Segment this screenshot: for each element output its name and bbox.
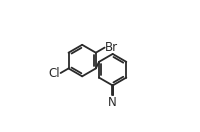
Text: N: N <box>108 96 117 109</box>
Text: Cl: Cl <box>48 67 60 79</box>
Text: Br: Br <box>105 41 118 54</box>
